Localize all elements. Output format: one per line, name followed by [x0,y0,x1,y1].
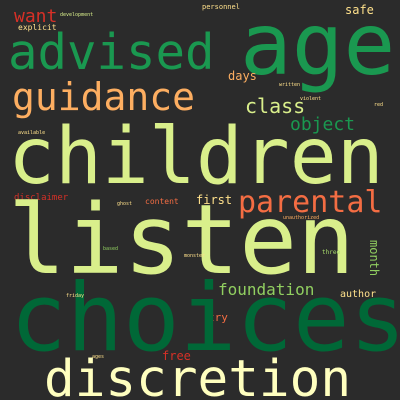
word-content: content [145,197,179,206]
word-choices: choices [10,264,400,373]
word-author: author [340,289,377,300]
word-ghost: ghost [117,201,133,207]
word-available: available [18,130,46,136]
word-age: age [240,0,396,95]
word-personnel: personnel [202,3,240,11]
word-red: red [374,102,384,108]
word-listen: listen [8,184,355,296]
word-free: free [162,349,191,363]
word-based: based [103,246,119,252]
word-friday: friday [66,293,85,299]
word-disclaimer: disclaimer [14,193,69,203]
word-safe: safe [345,3,374,17]
word-discretion: discretion [44,350,352,400]
word-want: want [14,6,58,27]
word-days: days [228,69,257,83]
word-violent: violent [300,96,322,102]
word-foundation: foundation [218,280,315,299]
word-class: class [245,94,306,118]
word-monster: monster [184,253,206,259]
word-advised: advised [8,24,215,81]
word-three: three [322,249,341,256]
word-try: try [208,311,228,324]
word-development: development [60,12,94,18]
word-object: object [290,114,356,135]
word-written: written [279,82,301,88]
word-explicit: explicit [18,23,57,32]
word-month: month [367,240,381,277]
word-unauthorized: unauthorized [283,215,320,221]
word-parental: parental [238,185,383,220]
word-children: children [8,112,384,202]
word-first: first [196,193,233,207]
word-guidance: guidance [12,75,196,119]
word-ages: ages [92,354,105,360]
